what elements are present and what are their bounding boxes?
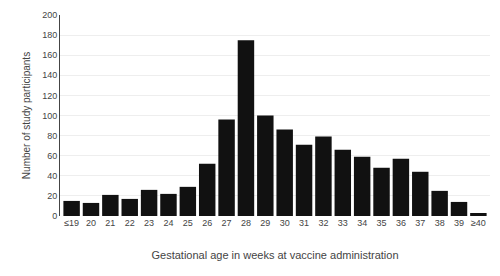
svg-text:60: 60 [47, 151, 57, 161]
svg-text:24: 24 [163, 218, 173, 228]
svg-text:29: 29 [260, 218, 270, 228]
svg-text:26: 26 [202, 218, 212, 228]
svg-text:21: 21 [105, 218, 115, 228]
svg-text:34: 34 [357, 218, 367, 228]
svg-text:23: 23 [144, 218, 154, 228]
svg-text:≤19: ≤19 [64, 218, 79, 228]
svg-text:27: 27 [222, 218, 232, 228]
svg-text:20: 20 [47, 191, 57, 201]
svg-text:31: 31 [299, 218, 309, 228]
svg-text:28: 28 [241, 218, 251, 228]
svg-text:0: 0 [52, 211, 57, 221]
svg-text:Number of study participants: Number of study participants [21, 52, 32, 179]
svg-text:20: 20 [86, 218, 96, 228]
svg-text:25: 25 [183, 218, 193, 228]
svg-text:22: 22 [125, 218, 135, 228]
svg-text:35: 35 [377, 218, 387, 228]
svg-text:40: 40 [47, 171, 57, 181]
svg-text:160: 160 [42, 50, 57, 60]
svg-text:33: 33 [338, 218, 348, 228]
svg-text:180: 180 [42, 30, 57, 40]
svg-text:30: 30 [280, 218, 290, 228]
svg-text:80: 80 [47, 131, 57, 141]
svg-text:32: 32 [318, 218, 328, 228]
svg-text:Gestational age in weeks at va: Gestational age in weeks at vaccine admi… [151, 249, 398, 261]
svg-text:36: 36 [396, 218, 406, 228]
svg-text:38: 38 [435, 218, 445, 228]
svg-text:37: 37 [415, 218, 425, 228]
svg-text:100: 100 [42, 111, 57, 121]
svg-text:≥40: ≥40 [471, 218, 486, 228]
svg-text:200: 200 [42, 10, 57, 20]
svg-text:120: 120 [42, 91, 57, 101]
svg-text:140: 140 [42, 70, 57, 80]
svg-text:39: 39 [454, 218, 464, 228]
